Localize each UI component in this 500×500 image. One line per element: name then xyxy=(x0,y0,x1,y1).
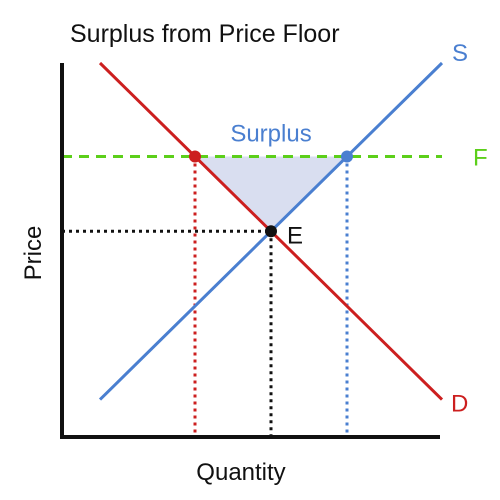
price-floor-label: F xyxy=(473,145,488,172)
equilibrium-point xyxy=(265,225,277,238)
supply-floor-point xyxy=(341,150,353,163)
x-axis-label: Quantity xyxy=(196,459,285,486)
y-axis-label: Price xyxy=(20,226,47,281)
surplus-label: Surplus xyxy=(230,121,311,148)
supply-label: S xyxy=(452,40,468,67)
chart-title: Surplus from Price Floor xyxy=(70,20,340,48)
demand-label: D xyxy=(451,391,468,418)
equilibrium-label: E xyxy=(287,222,303,249)
demand-floor-point xyxy=(189,150,201,163)
surplus-area xyxy=(195,156,347,232)
